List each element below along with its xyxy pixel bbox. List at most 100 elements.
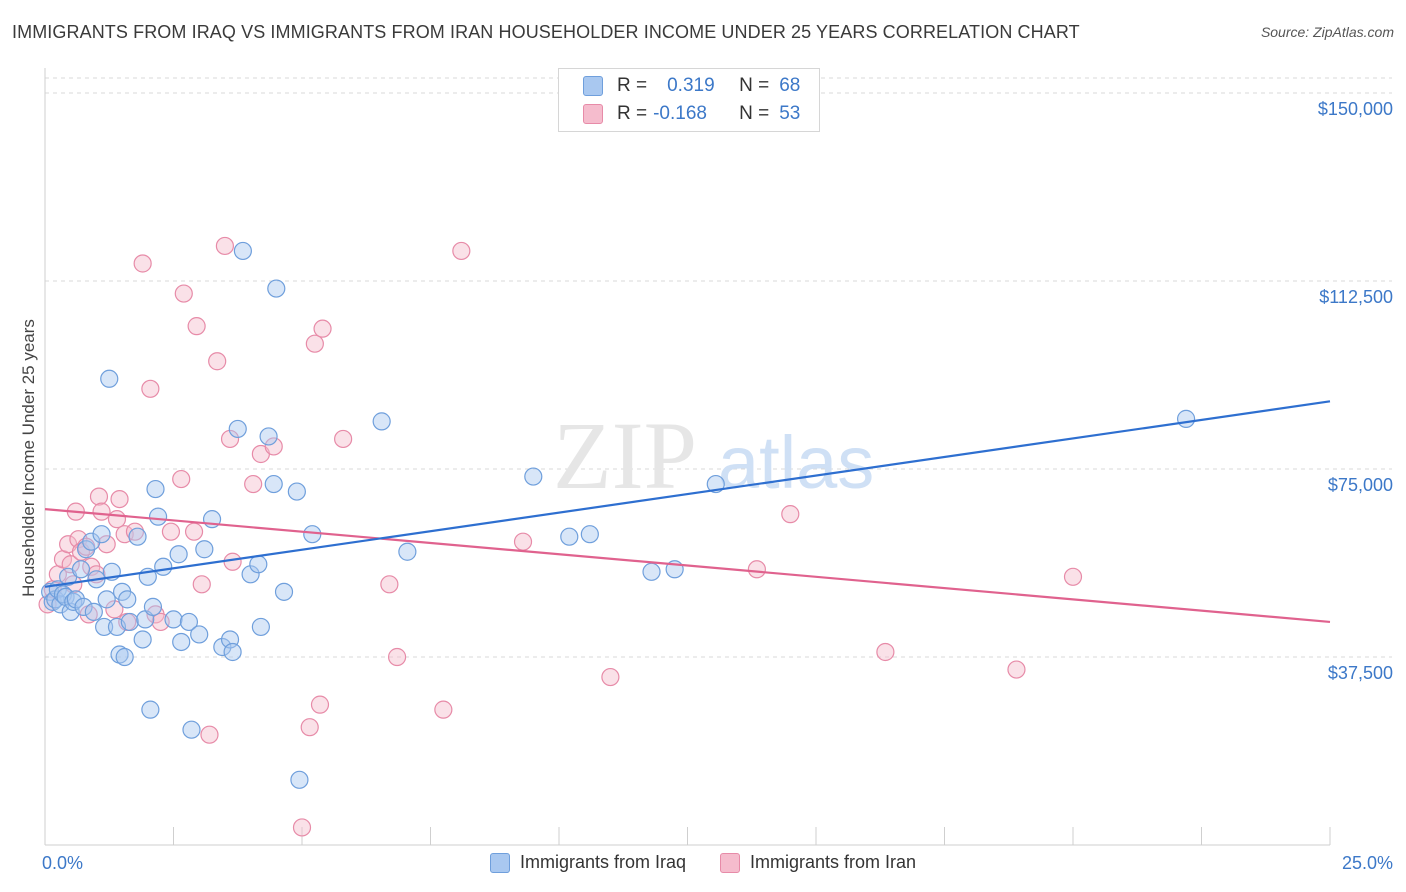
iran-point (89, 487, 109, 506)
iran-point (244, 474, 263, 494)
iraq-point (169, 545, 188, 564)
iran-point (107, 510, 127, 529)
iraq-point (115, 647, 134, 667)
iran-point (781, 505, 800, 524)
iraq-point (274, 582, 294, 601)
iraq-point (398, 542, 417, 561)
iraq-point (172, 632, 191, 652)
iraq-point (372, 412, 391, 431)
iran-point (264, 437, 283, 456)
iraq-point (642, 562, 661, 581)
trend-layer (44, 400, 1331, 624)
iran-point (200, 725, 219, 744)
iran-point (387, 647, 407, 667)
iraq-point (118, 590, 137, 609)
iran-point (380, 575, 399, 594)
axis-layer: $37,500 $75,000 $112,500 $150,000 0.0% 25.0% (42, 68, 1393, 873)
iran-point (876, 642, 895, 662)
correlation-legend: R = 0.319 N = 68 R = -0.168 N = 53 (558, 68, 820, 132)
legend-n-value-iran: 53 (779, 103, 801, 124)
y-tick-label: $37,500 (1328, 663, 1393, 683)
iran-point (452, 241, 471, 261)
iran-trend-line (44, 508, 1331, 624)
iraq-point (249, 555, 268, 574)
legend-row-iraq: R = 0.319 N = 68 (583, 73, 800, 99)
iraq-point (259, 427, 278, 446)
iran-point (105, 600, 124, 619)
series-label-iraq: Immigrants from Iraq (519, 852, 686, 872)
legend-row-iran: R = -0.168 N = 53 (583, 101, 800, 127)
iran-point (174, 284, 193, 303)
points-iraq (41, 241, 1196, 789)
iran-point (172, 469, 191, 489)
iraq-point (213, 637, 232, 657)
iraq-point (154, 557, 173, 576)
iran-point (141, 379, 160, 398)
iraq-point (290, 770, 309, 789)
iran-point (133, 254, 152, 273)
series-swatch-iran (720, 852, 740, 873)
watermark: ZIP atlas (553, 402, 874, 509)
iran-point (300, 718, 319, 737)
y-axis-label: Householder Income Under 25 years (19, 319, 38, 597)
iraq-point (141, 700, 160, 719)
series-label-iran: Immigrants from Iran (750, 852, 917, 872)
iran-point (1063, 567, 1083, 586)
iraq-point (233, 241, 252, 261)
iran-point (220, 429, 240, 449)
iraq-point (228, 419, 247, 439)
iran-point (187, 317, 206, 336)
iran-point (110, 489, 129, 509)
iraq-trend-line (44, 400, 1331, 588)
iraq-point (580, 525, 599, 544)
iraq-point (223, 642, 242, 662)
iraq-point (120, 612, 139, 632)
iran-point (223, 552, 242, 571)
series-legend-iran: Immigrants from Iran (720, 852, 916, 873)
source-credit: Source: ZipAtlas.com (1260, 24, 1394, 40)
legend-n-label: N = (739, 75, 770, 96)
iraq-point (64, 592, 83, 611)
iraq-point (148, 507, 168, 526)
iraq-point (179, 612, 199, 632)
series-legend-iraq: Immigrants from Iraq (489, 852, 686, 873)
iraq-point (146, 479, 165, 499)
legend-swatch-iraq (583, 76, 603, 96)
chart-title: IMMIGRANTS FROM IRAQ VS IMMIGRANTS FROM … (12, 22, 1080, 42)
iraq-point (66, 590, 85, 609)
iraq-point (128, 527, 147, 546)
iraq-point (71, 560, 91, 579)
iran-point (310, 695, 330, 714)
iran-point (97, 535, 116, 554)
watermark-zip: ZIP (553, 402, 697, 509)
iran-point (192, 575, 211, 594)
legend-swatch-iran (583, 104, 603, 124)
iraq-point (241, 565, 260, 584)
legend-r-value-iran: -0.168 (653, 103, 707, 124)
iraq-point (524, 467, 543, 486)
iran-point (92, 502, 111, 521)
iraq-point (560, 527, 579, 546)
iraq-point (287, 482, 306, 501)
iran-point (208, 352, 227, 371)
iraq-point (100, 369, 119, 388)
iran-point (313, 319, 332, 338)
series-legend: Immigrants from Iraq Immigrants from Ira… (0, 852, 1406, 873)
iran-point (125, 522, 145, 541)
iran-point (215, 236, 234, 256)
iran-point (305, 334, 324, 353)
iran-point (434, 700, 453, 719)
iraq-point (110, 645, 129, 664)
points-iran (38, 236, 1083, 837)
legend-r-label: R = (617, 103, 648, 124)
iraq-point (74, 597, 93, 616)
iraq-point (195, 540, 214, 559)
y-tick-label: $75,000 (1328, 475, 1393, 495)
iran-point (161, 522, 181, 541)
iraq-point (164, 610, 183, 629)
iraq-point (92, 525, 111, 544)
x-tick-label-min: 0.0% (42, 853, 83, 873)
iraq-point (1176, 409, 1196, 428)
iran-point (747, 560, 766, 579)
